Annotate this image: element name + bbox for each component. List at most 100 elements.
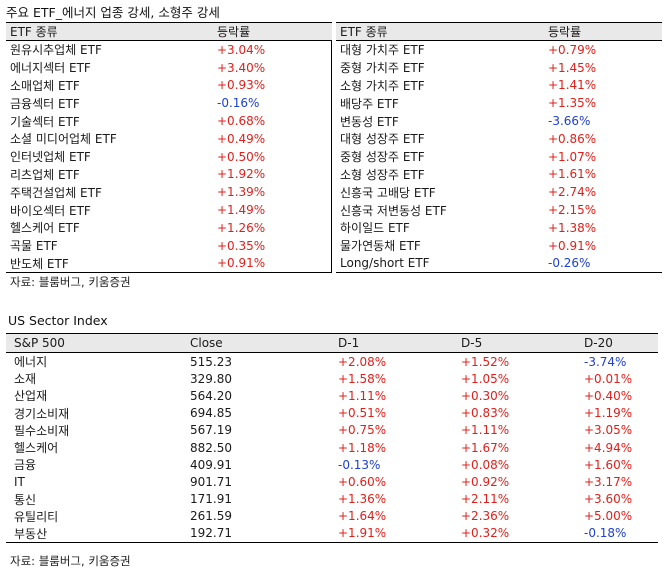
sector-header-name: S&P 500 [6, 333, 186, 353]
etf-row: 소매업체 ETF +0.93% [6, 76, 332, 95]
etf-change: +1.07% [548, 149, 597, 164]
etf-change: +0.91% [548, 238, 597, 253]
etf-name: 인터넷업체 ETF [10, 150, 91, 165]
sector-close: 694.85 [190, 406, 232, 421]
sector-row: 유틸리티 261.59 +1.64% +2.36% +5.00% [6, 508, 658, 525]
etf-name: 중형 가치주 ETF [340, 61, 425, 76]
etf-change: +1.41% [548, 78, 597, 93]
sector-header-d20: D-20 [580, 333, 658, 353]
sector-d5: +0.92% [461, 474, 510, 489]
etf-row: 기술섹터 ETF +0.68% [6, 112, 332, 130]
etf-name: 반도체 ETF [6, 254, 213, 274]
etf-name: 곡물 ETF [10, 239, 58, 254]
sector-close: 329.80 [190, 371, 232, 386]
etf-row: 금융섹터 ETF -0.16% [6, 94, 332, 113]
sector-d20: -0.18% [580, 524, 658, 544]
sector-close: 564.20 [190, 388, 232, 403]
sector-d1: +1.64% [338, 509, 387, 524]
etf-row: 소형 가치주 ETF +1.41% [336, 77, 662, 95]
etf-change: +1.45% [548, 60, 597, 75]
etf-row: 인터넷업체 ETF +0.50% [6, 147, 332, 166]
sector-close: 515.23 [190, 354, 232, 369]
etf-change: +2.15% [548, 203, 597, 218]
etf-left-header-type: ETF 종류 [6, 22, 213, 41]
etf-change: +0.68% [213, 112, 332, 130]
sector-index-table: S&P 500 Close D-1 D-5 D-20 에너지 515.23 +2.0… [6, 333, 658, 544]
etf-change: +1.38% [548, 220, 597, 235]
sector-row: 헬스케어 882.50 +1.18% +1.67% +4.94% [6, 439, 658, 456]
etf-row: 곡물 ETF +0.35% [6, 236, 332, 255]
sector-name: 에너지 [14, 355, 48, 370]
etf-name: 소형 성장주 ETF [340, 167, 425, 182]
etf-row: 원유시추업체 ETF +3.04% [6, 40, 332, 59]
etf-name: 금융섹터 ETF [10, 96, 80, 111]
etf-row: 반도체 ETF +0.91% [6, 254, 332, 274]
sector-header-close: Close [186, 333, 334, 353]
etf-row: 소형 성장주 ETF +1.61% [336, 166, 662, 184]
sector-name: 산업재 [14, 389, 48, 404]
sector-d5: +2.36% [461, 509, 510, 524]
sector-d1: +1.11% [338, 388, 387, 403]
etf-change: +0.91% [213, 254, 332, 274]
sector-d1: +1.91% [334, 524, 457, 544]
etf-right-header-type: ETF 종류 [336, 22, 544, 41]
sector-d1: +0.75% [338, 423, 387, 438]
sector-d5: +1.67% [461, 440, 510, 455]
sector-close: 882.50 [190, 440, 232, 455]
etf-left-header-change: 등락률 [213, 22, 332, 41]
sector-row: 소재 329.80 +1.58% +1.05% +0.01% [6, 370, 658, 387]
sector-close: 261.59 [190, 509, 232, 524]
etf-row: 대형 가치주 ETF +0.79% [336, 41, 662, 59]
sector-name: 필수소비재 [14, 423, 70, 438]
etf-change: +3.04% [213, 40, 332, 59]
sector-header-d1: D-1 [334, 333, 457, 353]
etf-name: 주택건설업체 ETF [10, 185, 102, 200]
source-note-sector: 자료: 블룸버그, 키움증권 [10, 554, 131, 568]
sector-d20: +1.19% [584, 406, 633, 421]
sector-row: 산업재 564.20 +1.11% +0.30% +0.40% [6, 387, 658, 404]
sector-d1: +0.51% [338, 406, 387, 421]
source-note-etf: 자료: 블룸버그, 키움증권 [10, 275, 131, 289]
etf-name: 소셜 미디어업체 ETF [10, 132, 117, 147]
sector-d20: +3.17% [584, 474, 633, 489]
sector-name: 헬스케어 [14, 441, 59, 456]
sector-name: 통신 [14, 492, 37, 507]
sector-name: 부동산 [6, 524, 186, 544]
etf-name: 변동성 ETF [340, 114, 399, 129]
sector-row: 부동산 192.71 +1.91% +0.32% -0.18% [6, 524, 658, 544]
etf-row: 바이오섹터 ETF +1.49% [6, 201, 332, 219]
etf-row: 리츠업체 ETF +1.92% [6, 165, 332, 184]
etf-change: -0.26% [544, 254, 662, 274]
etf-name: 기술섹터 ETF [10, 114, 80, 129]
sector-d5: +1.11% [461, 423, 510, 438]
sector-d5: +2.11% [461, 492, 510, 507]
etf-change: +0.49% [213, 129, 332, 148]
sector-d5: +0.30% [461, 388, 510, 403]
etf-row: 대형 성장주 ETF +0.86% [336, 130, 662, 148]
etf-change: -0.16% [213, 94, 332, 113]
sector-d20: -3.74% [584, 354, 627, 369]
sector-d1: +1.18% [338, 440, 387, 455]
sector-d1: -0.13% [338, 457, 381, 472]
sector-header-row: S&P 500 Close D-1 D-5 D-20 [6, 333, 658, 353]
sector-name: IT [14, 474, 25, 489]
sector-d1: +0.60% [338, 474, 387, 489]
sector-close: 567.19 [190, 423, 232, 438]
etf-name: 헬스케어 ETF [10, 221, 80, 236]
sector-d1: +2.08% [338, 354, 387, 369]
etf-row: 중형 가치주 ETF +1.45% [336, 59, 662, 77]
etf-name: 바이오섹터 ETF [10, 203, 91, 218]
etf-name: 하이일드 ETF [340, 221, 410, 236]
etf-name: 물가연동채 ETF [340, 239, 421, 254]
etf-name: 원유시추업체 ETF [10, 43, 102, 58]
etf-change: +3.40% [213, 58, 332, 77]
sector-d20: +1.60% [584, 457, 633, 472]
sector-name: 소재 [14, 372, 37, 387]
sector-row: 에너지 515.23 +2.08% +1.52% -3.74% [6, 353, 658, 371]
sector-row: 통신 171.91 +1.36% +2.11% +3.60% [6, 491, 658, 508]
sector-name: 경기소비재 [14, 406, 70, 421]
etf-name: 대형 가치주 ETF [340, 43, 425, 58]
etf-row: 신흥국 고배당 ETF +2.74% [336, 183, 662, 201]
sector-d5: +1.05% [461, 371, 510, 386]
etf-row: 중형 성장주 ETF +1.07% [336, 148, 662, 166]
